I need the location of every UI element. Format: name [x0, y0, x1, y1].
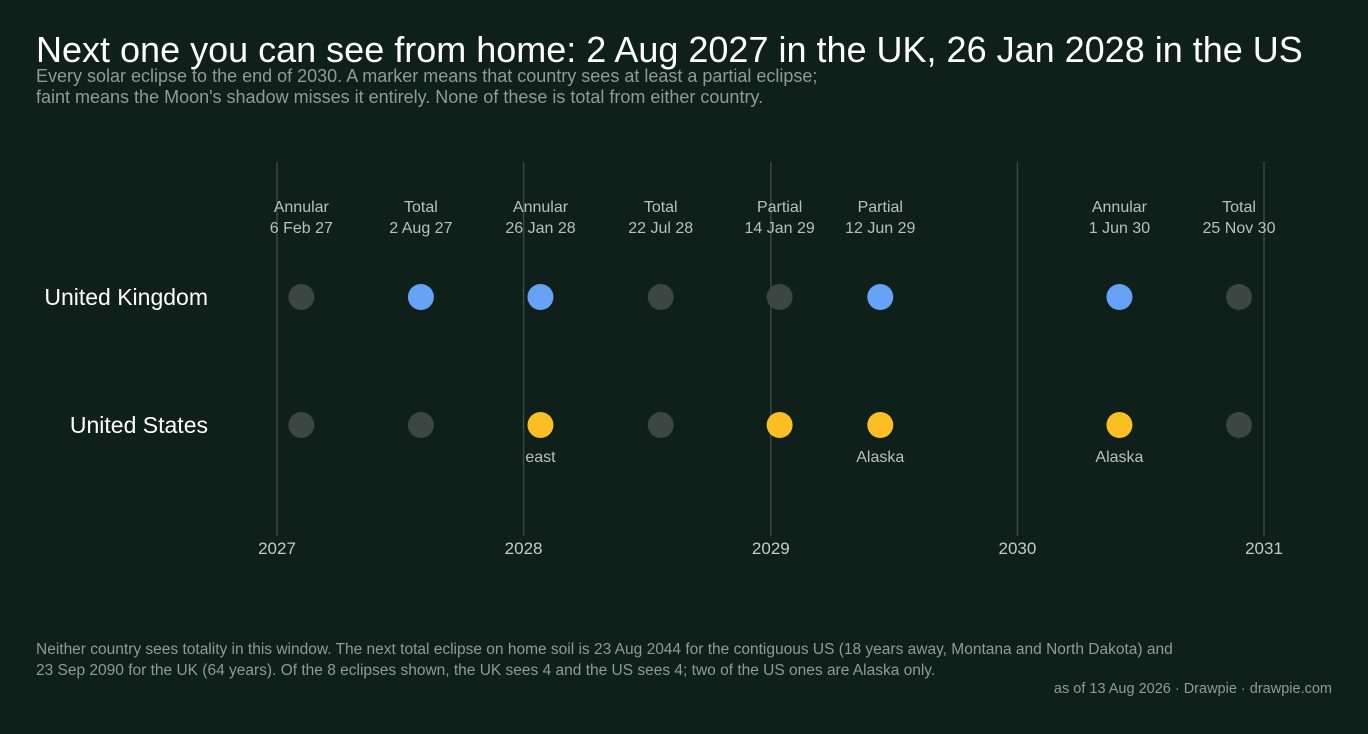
footnote: Neither country sees totality in this wi…: [36, 639, 1336, 681]
eclipse-type-label: Total: [404, 199, 438, 216]
year-tick-label-2028: 2028: [505, 539, 543, 558]
subtitle-line-2: faint means the Moon's shadow misses it …: [36, 87, 764, 107]
footnote-line-1: Neither country sees totality in this wi…: [36, 641, 1173, 658]
us-marker-2029-01-14: [766, 412, 793, 438]
uk-marker-2030-06-01: [1106, 284, 1133, 310]
uk-marker-2030-11-25: [1226, 284, 1253, 310]
us-marker-2029-06-12: [867, 412, 894, 438]
eclipse-date-label: 22 Jul 28: [628, 220, 693, 237]
uk-marker-2028-07-22: [647, 284, 674, 310]
us-marker-2030-11-25: [1226, 412, 1253, 438]
eclipse-date-label: 1 Jun 30: [1089, 220, 1150, 237]
uk-marker-2029-06-12: [867, 284, 894, 310]
subtitle-line-1: Every solar eclipse to the end of 2030. …: [36, 66, 818, 86]
uk-marker-2029-01-14: [766, 284, 793, 310]
eclipse-type-label: Total: [644, 199, 678, 216]
us-marker-2028-01-26: [527, 412, 554, 438]
eclipse-type-label: Partial: [757, 199, 802, 216]
chart-title: Next one you can see from home: 2 Aug 20…: [36, 29, 1303, 70]
eclipse-timeline-chart: 2027 2028 2029 2030 2031 United Kingdom United…: [44, 162, 1283, 558]
eclipse-date-label: 25 Nov 30: [1203, 220, 1276, 237]
us-marker-2027-08-02: [407, 412, 434, 438]
uk-marker-2027-02-06: [288, 284, 315, 310]
us-marker-2028-07-22: [647, 412, 674, 438]
uk-marker-2027-08-02: [407, 284, 434, 310]
eclipse-date-label: 2 Aug 27: [389, 220, 452, 237]
footnote-line-2: 23 Sep 2090 for the UK (64 years). Of th…: [36, 662, 936, 679]
year-tick-label-2029: 2029: [752, 539, 790, 558]
eclipse-type-label: Annular: [1092, 199, 1148, 216]
us-marker-2030-06-01: [1106, 412, 1133, 438]
eclipse-type-label: Total: [1222, 199, 1256, 216]
year-tick-label-2027: 2027: [258, 539, 296, 558]
eclipse-type-label: Partial: [858, 199, 903, 216]
row-label-united-states: United States: [70, 412, 208, 438]
year-tick-label-2031: 2031: [1245, 539, 1283, 558]
year-tick-label-2030: 2030: [999, 539, 1037, 558]
us-region-note: east: [525, 449, 556, 466]
uk-marker-2028-01-26: [527, 284, 554, 310]
us-region-note: Alaska: [856, 449, 904, 466]
eclipse-type-label: Annular: [513, 199, 569, 216]
eclipse-date-label: 6 Feb 27: [270, 220, 333, 237]
us-region-note: Alaska: [1095, 449, 1143, 466]
row-label-united-kingdom: United Kingdom: [44, 284, 208, 310]
chart-subtitle: Every solar eclipse to the end of 2030. …: [36, 66, 1036, 108]
eclipse-date-label: 12 Jun 29: [845, 220, 915, 237]
eclipse-type-label: Annular: [274, 199, 330, 216]
source-credit: as of 13 Aug 2026 · Drawpie · drawpie.co…: [1053, 681, 1332, 697]
eclipse-date-label: 14 Jan 29: [744, 220, 814, 237]
us-marker-2027-02-06: [288, 412, 315, 438]
eclipse-date-label: 26 Jan 28: [505, 220, 575, 237]
